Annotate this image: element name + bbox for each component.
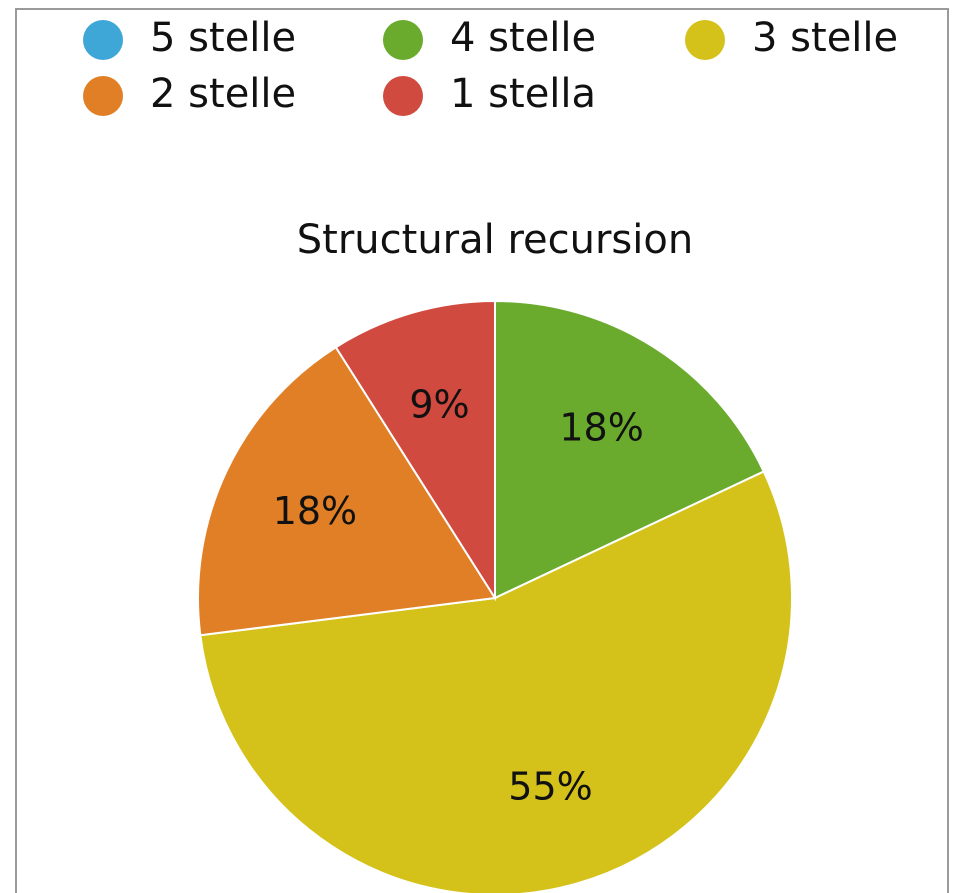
legend-marker <box>83 20 123 60</box>
data-label: 18% <box>559 405 643 449</box>
legend-marker <box>83 76 123 116</box>
data-label: 55% <box>508 765 592 809</box>
frame <box>15 8 949 893</box>
pie-slice <box>199 470 793 893</box>
legend-label: 1 stella <box>450 71 596 117</box>
data-label: 18% <box>273 489 357 533</box>
legend-label: 2 stelle <box>150 71 296 117</box>
legend-marker <box>383 20 423 60</box>
pie-slice <box>494 299 766 600</box>
legend-label: 3 stelle <box>752 15 898 61</box>
legend-marker <box>383 76 423 116</box>
pie-slice <box>197 345 497 637</box>
legend-label: 5 stelle <box>150 15 296 61</box>
chart-title: Structural recursion <box>297 217 693 263</box>
legend-marker <box>685 20 725 60</box>
data-label: 9% <box>409 382 469 426</box>
legend-label: 4 stelle <box>450 15 596 61</box>
pie-slice <box>334 299 496 602</box>
